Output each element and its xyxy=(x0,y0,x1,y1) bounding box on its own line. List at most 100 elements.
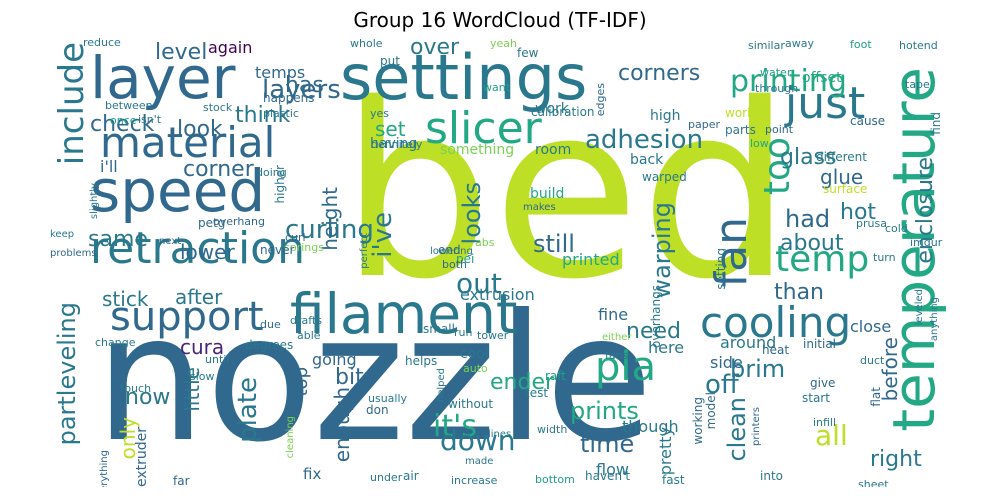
word-foot: foot xyxy=(850,38,872,51)
word-curl: curl xyxy=(285,231,306,244)
word-find: find xyxy=(929,112,943,135)
word-fix: fix xyxy=(303,465,322,483)
word-slow: slow xyxy=(190,370,215,383)
word-now: now xyxy=(125,385,171,410)
word-under: under xyxy=(370,471,403,484)
word-top: top xyxy=(291,367,312,397)
word-than: than xyxy=(774,280,824,305)
word-partleveling: partleveling xyxy=(53,302,81,446)
word-prints: prints xyxy=(570,397,639,425)
word-build: build xyxy=(530,186,565,202)
word-both: both xyxy=(442,258,467,271)
word-temps: temps xyxy=(255,63,306,82)
word-need: need xyxy=(626,319,681,344)
word-higher: higher xyxy=(273,165,287,204)
word-abs: abs xyxy=(475,236,495,249)
word-going: going xyxy=(312,350,357,369)
word-duct: duct xyxy=(860,354,885,367)
word-away: away xyxy=(785,37,814,50)
word-anything: anything xyxy=(929,297,940,342)
word-layers: layers xyxy=(262,75,341,105)
word-stock: stock xyxy=(203,101,233,114)
word-had: had xyxy=(785,205,831,233)
word-time: time xyxy=(580,430,635,458)
word-low: low xyxy=(750,137,769,150)
word-initial: initial xyxy=(803,337,836,351)
word-corner: corner xyxy=(183,157,254,182)
word-off: off xyxy=(705,370,739,400)
word-include: include xyxy=(52,42,92,166)
word-all: all xyxy=(815,419,848,452)
word-water: water xyxy=(760,66,792,79)
word-high: high xyxy=(650,108,681,124)
word-curling: curling xyxy=(285,215,374,245)
word-happens: happens xyxy=(263,91,315,105)
word-definitely: definitely xyxy=(371,138,423,151)
word-run: run xyxy=(454,326,473,339)
word-model: model xyxy=(704,392,718,430)
word-keep: keep xyxy=(50,229,75,240)
word-lowering: lowering xyxy=(430,246,473,257)
word-isnt: isn't xyxy=(138,113,162,126)
word-everything: everything xyxy=(99,450,110,487)
word-infill: infill xyxy=(813,416,837,429)
word-setting: setting xyxy=(714,248,728,290)
word-flow: flow xyxy=(596,460,629,479)
word-perfect: perfect xyxy=(359,233,370,269)
word-look: look xyxy=(177,117,223,142)
word-reduce: reduce xyxy=(83,37,121,49)
word-just: just xyxy=(785,78,866,129)
word-bottom: bottom xyxy=(535,473,575,486)
word-nozzle: nozzle xyxy=(95,278,653,481)
word-bed: bed xyxy=(340,52,793,332)
word-cold: cold xyxy=(885,222,908,235)
word-overhang: overhang xyxy=(213,215,266,228)
word-until: until xyxy=(205,353,230,366)
word-cooling: cooling xyxy=(700,298,852,347)
word-start: start xyxy=(802,391,830,405)
word-stick: stick xyxy=(102,287,149,311)
word-want: want xyxy=(483,81,511,94)
word-working: working xyxy=(691,397,705,445)
word-turn: turn xyxy=(873,251,896,264)
word-either: either xyxy=(602,332,632,343)
word-think: think xyxy=(235,103,291,128)
word-test: test xyxy=(525,386,549,400)
word-filament: filament xyxy=(290,282,518,346)
word-flat: flat xyxy=(869,387,883,407)
word-into: into xyxy=(760,469,783,483)
word-around: around xyxy=(720,333,777,352)
word-temp: temp xyxy=(775,239,870,280)
word-end: end xyxy=(438,243,461,257)
word-sheet: sheet xyxy=(858,478,889,487)
word-imgur: imgur xyxy=(910,236,943,249)
word-close: close xyxy=(850,317,892,336)
word-helps: helps xyxy=(405,354,438,368)
chart-title: Group 16 WordCloud (TF-IDF) xyxy=(353,8,647,32)
word-tape: tape xyxy=(905,78,930,91)
word-without: without xyxy=(448,397,494,411)
word-overhangs: overhangs xyxy=(649,285,663,348)
word-after: after xyxy=(175,285,223,309)
word-room: room xyxy=(535,142,572,158)
word-slightly: slightly xyxy=(89,183,100,220)
word-same: same xyxy=(88,227,148,252)
word-doing: doing xyxy=(256,166,287,179)
word-clean: clean xyxy=(723,397,751,462)
word-put: put xyxy=(380,54,400,68)
word-before: before xyxy=(878,337,902,402)
word-made: made xyxy=(465,456,494,467)
word-never: never xyxy=(260,243,295,257)
word-plate: plate xyxy=(233,377,263,443)
word-parts: parts xyxy=(725,123,756,137)
word-air: air xyxy=(403,469,419,483)
word-give: give xyxy=(810,376,836,390)
word-fast: fast xyxy=(662,473,685,487)
word-right: right xyxy=(870,447,922,472)
word-prusa: prusa xyxy=(856,217,887,230)
word-paper: paper xyxy=(688,118,720,131)
word-hotend: hotend xyxy=(899,39,938,52)
word-small: small xyxy=(423,322,455,336)
word-leveled: leveled xyxy=(914,289,925,326)
word-lines: lines xyxy=(488,429,512,440)
